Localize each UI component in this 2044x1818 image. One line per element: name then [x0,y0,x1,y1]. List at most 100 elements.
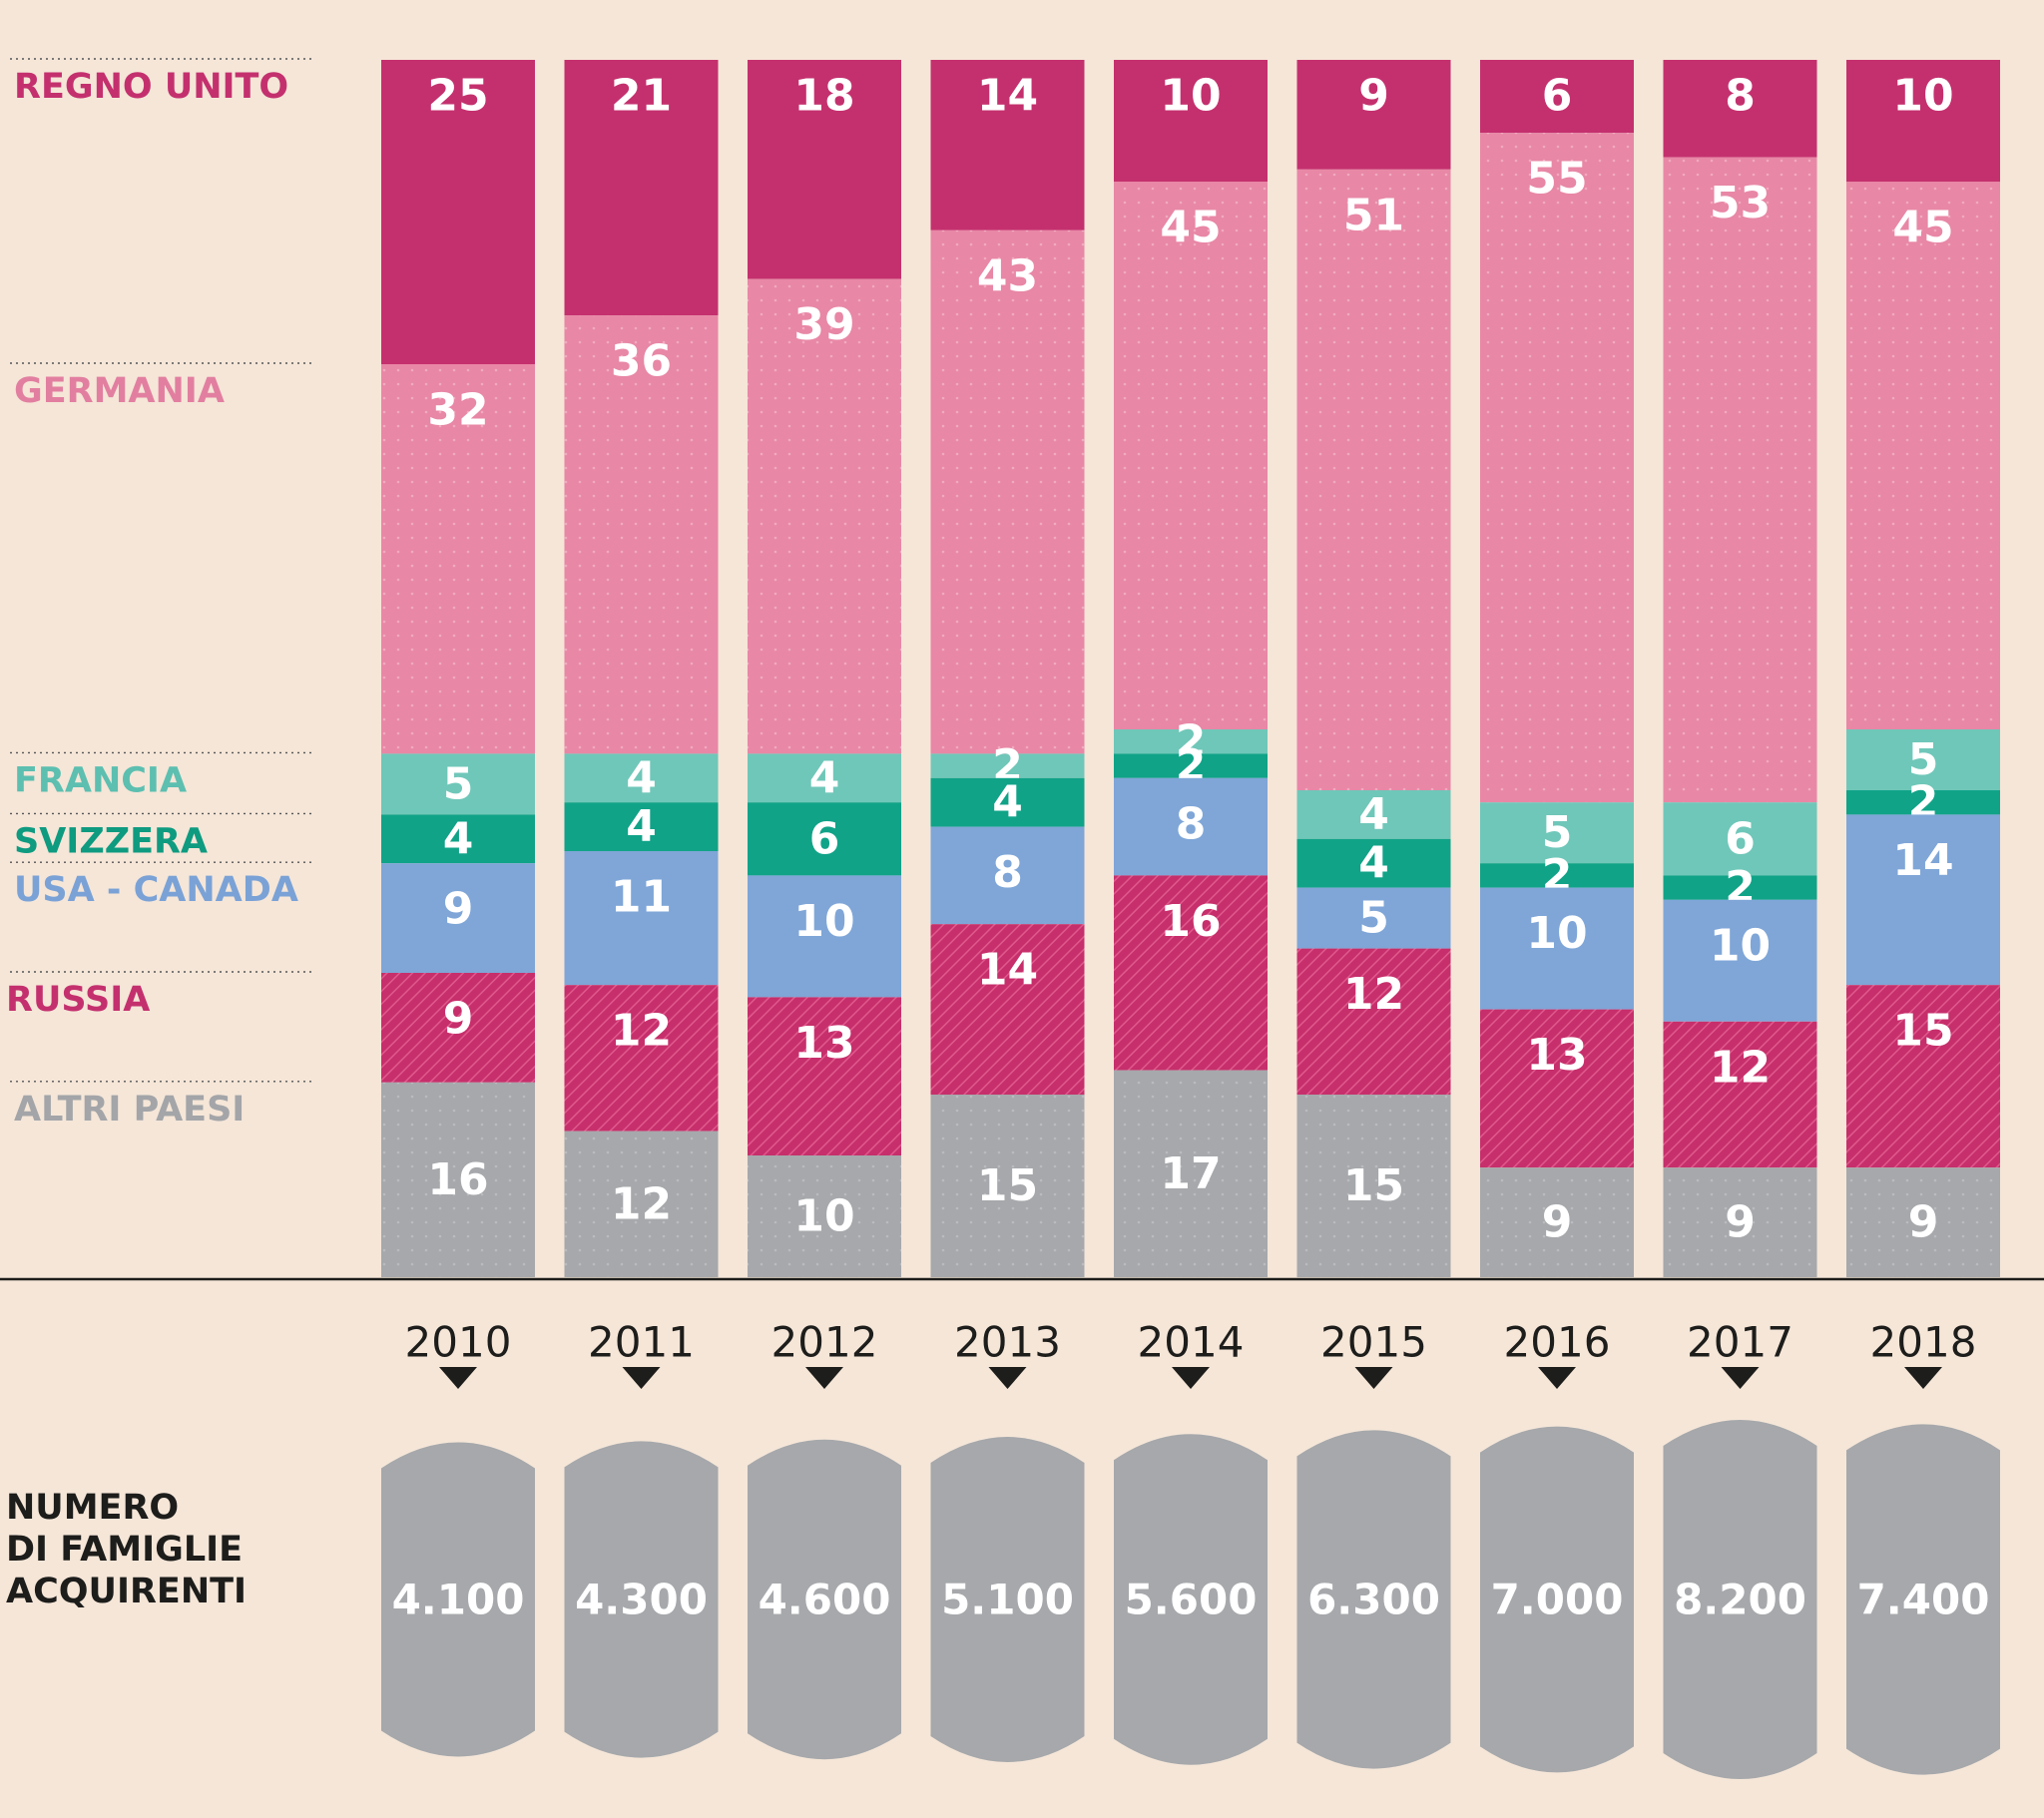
segment-2013-altri-paesi [930,1095,1085,1277]
value-label-2012-germania: 39 [793,299,854,350]
legend-label-francia: FRANCIA [14,760,187,800]
legend-label-svizzera: SVIZZERA [14,821,208,861]
value-label-2011-germania: 36 [611,336,672,387]
segment-2015-usa-canada [1296,887,1451,949]
segment-2014-russia [1114,875,1268,1071]
value-label-2014-altri-paesi: 17 [1160,1148,1221,1199]
value-label-2010-russia: 9 [443,994,474,1045]
family-value-2011: 4.300 [575,1576,708,1624]
segment-2010-germania [381,364,535,754]
segment-2018-svizzera [1846,790,2000,815]
value-label-2015-russia: 12 [1343,969,1404,1020]
segment-2013-russia [930,924,1085,1095]
value-label-2012-francia: 4 [809,752,840,803]
value-label-2012-svizzera: 6 [809,813,840,864]
legend-label-altri-paesi: ALTRI PAESI [14,1090,245,1130]
family-shape-2016 [1480,1426,1634,1773]
segment-2013-regno-unito [930,60,1085,230]
value-label-2013-svizzera: 4 [992,777,1023,828]
segment-2016-svizzera [1480,863,1634,888]
segment-2017-regno-unito [1663,60,1817,158]
value-label-2018-germania: 45 [1892,203,1953,253]
value-label-2016-germania: 55 [1526,154,1587,205]
segment-2012-usa-canada [748,875,901,998]
segment-2012-francia [748,753,901,803]
year-label-2010: 2010 [405,1318,512,1367]
family-shape-2015 [1296,1430,1451,1769]
year-label-2016: 2016 [1504,1318,1611,1367]
value-label-2016-regno-unito: 6 [1542,71,1573,122]
value-label-2017-germania: 53 [1710,178,1771,228]
value-label-2011-usa-canada: 11 [611,872,672,923]
segment-2011-francia [564,753,719,803]
value-label-2010-regno-unito: 25 [427,71,488,122]
value-label-2017-regno-unito: 8 [1725,71,1756,122]
arrow-down-icon [622,1367,661,1389]
value-label-2014-regno-unito: 10 [1160,71,1221,122]
year-label-2018: 2018 [1870,1318,1977,1367]
value-label-2011-altri-paesi: 12 [611,1178,672,1229]
year-label-2015: 2015 [1320,1318,1427,1367]
year-label-2012: 2012 [771,1318,878,1367]
arrow-down-icon [1721,1367,1760,1389]
value-label-2017-francia: 6 [1725,813,1756,864]
segment-2011-germania [564,315,719,754]
value-label-2010-usa-canada: 9 [443,884,474,935]
segment-2018-usa-canada [1846,814,2000,986]
segment-2013-germania [930,229,1085,754]
arrow-down-icon [439,1367,477,1389]
value-label-2013-germania: 43 [977,250,1038,301]
value-label-2012-altri-paesi: 10 [793,1191,854,1242]
year-label-2017: 2017 [1687,1318,1793,1367]
segment-2018-germania [1846,182,2000,729]
segment-2017-francia [1663,802,1817,876]
value-label-2010-germania: 32 [427,385,488,436]
value-label-2017-altri-paesi: 9 [1725,1197,1756,1248]
segment-2010-russia [381,973,535,1083]
value-label-2017-usa-canada: 10 [1710,920,1771,971]
value-label-2016-altri-paesi: 9 [1542,1197,1573,1248]
family-value-2017: 8.200 [1674,1576,1806,1624]
segment-2012-altri-paesi [748,1155,901,1277]
legend: REGNO UNITO GERMANIA FRANCIA SVIZZERA USA - … [6,67,298,1130]
value-label-2011-francia: 4 [626,752,657,803]
segment-2010-usa-canada [381,863,535,973]
segment-2015-germania [1296,169,1451,791]
value-label-2015-altri-paesi: 15 [1343,1160,1404,1211]
value-label-2018-usa-canada: 14 [1892,835,1953,886]
value-label-2013-altri-paesi: 15 [977,1160,1038,1211]
value-label-2014-germania: 45 [1160,203,1221,253]
year-label-2013: 2013 [954,1318,1061,1367]
legend-label-regno-unito: REGNO UNITO [14,67,288,107]
segment-2017-svizzera [1663,875,1817,900]
segment-2010-regno-unito [381,60,535,364]
year-label-2014: 2014 [1138,1318,1245,1367]
segment-2012-regno-unito [748,60,901,279]
legend-label-germania: GERMANIA [14,371,225,411]
family-value-2014: 5.600 [1125,1576,1258,1624]
segment-2016-altri-paesi [1480,1167,1634,1277]
arrow-down-icon [1538,1367,1576,1389]
family-value-2015: 6.300 [1307,1576,1440,1624]
family-value-2012: 4.600 [759,1576,891,1624]
value-label-2017-russia: 12 [1710,1042,1771,1093]
families-label-line-2: DI FAMIGLIE [6,1530,244,1570]
segment-2017-germania [1663,157,1817,803]
value-label-2015-germania: 51 [1343,190,1404,240]
family-value-2018: 7.400 [1857,1576,1990,1624]
segment-2013-svizzera [930,777,1085,827]
family-value-2010: 4.100 [392,1576,525,1624]
value-label-2015-francia: 4 [1358,789,1389,840]
family-shape-2014 [1114,1434,1268,1765]
families-label-line-3: ACQUIRENTI [6,1572,248,1611]
segment-2011-svizzera [564,802,719,851]
bar-2011: 21 36 44 11 12 12 [564,60,719,1277]
segment-2010-svizzera [381,814,535,864]
value-label-2018-russia: 15 [1892,1006,1953,1057]
segment-2018-regno-unito [1846,60,2000,182]
family-value-2013: 5.100 [941,1576,1074,1624]
